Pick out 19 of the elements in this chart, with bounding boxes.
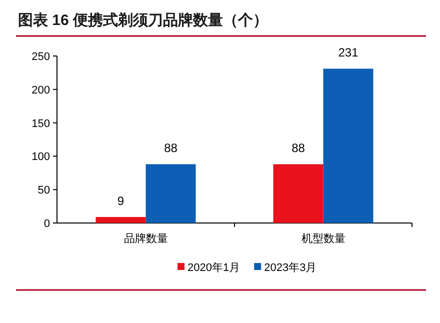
x-tick-label: 品牌数量	[124, 233, 168, 245]
bar	[323, 68, 374, 223]
data-label: 88	[164, 141, 178, 156]
y-tick-label: 50	[38, 184, 50, 197]
legend-label: 2020年1月	[188, 262, 240, 274]
data-label: 88	[292, 141, 306, 156]
y-tick-label: 0	[44, 218, 50, 230]
chart-title: 图表 16 便携式剃须刀品牌数量（个）	[18, 12, 268, 29]
y-tick-label: 100	[32, 151, 50, 164]
legend-label: 2023年3月	[264, 262, 317, 274]
bar	[96, 216, 146, 223]
y-tick-label: 200	[32, 84, 50, 96]
bar	[273, 164, 324, 223]
bar	[146, 164, 196, 223]
data-label: 9	[117, 194, 124, 208]
x-tick-label: 机型数量	[301, 233, 346, 245]
y-tick-label: 250	[32, 51, 50, 63]
y-tick-label: 150	[32, 118, 50, 130]
data-label: 231	[338, 46, 359, 60]
